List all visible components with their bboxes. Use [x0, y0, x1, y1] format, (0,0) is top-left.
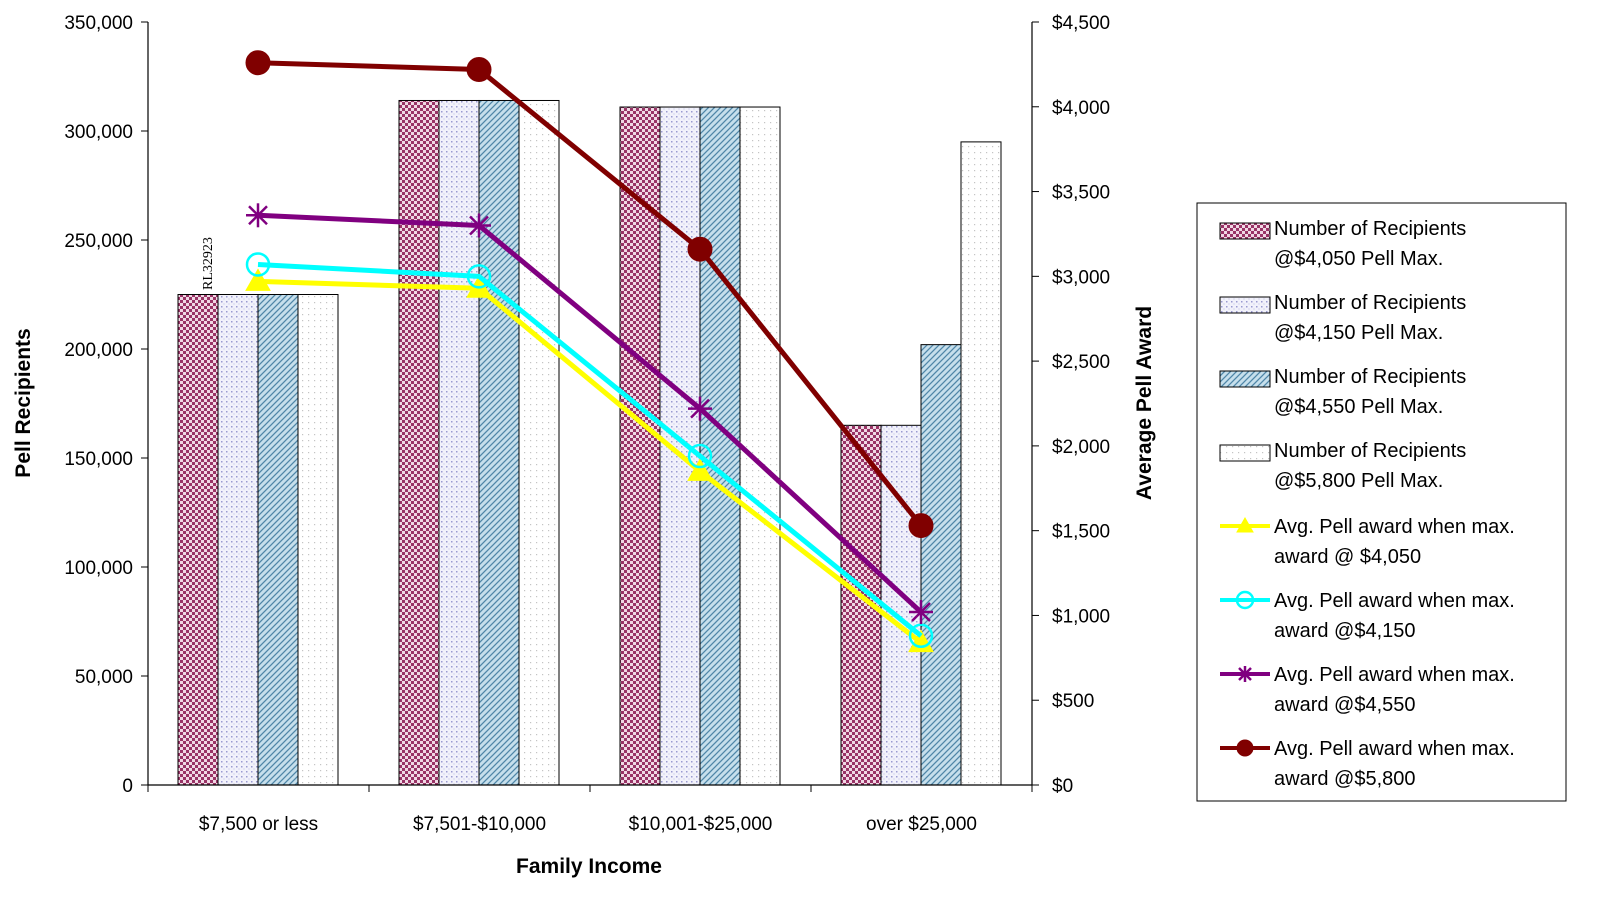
legend-sublabel-line-4: award @$5,800	[1274, 768, 1416, 790]
y-tick-label: 50,000	[75, 667, 133, 688]
bar-s2-c2	[438, 99, 480, 786]
legend-label-bar-2: Number of Recipients	[1274, 292, 1466, 314]
x-axis-title: Family Income	[516, 855, 662, 878]
x-tick-label: $7,500 or less	[199, 814, 318, 835]
star-stroke	[248, 205, 268, 226]
bar-s2-c1	[217, 294, 259, 786]
star-stroke	[1238, 667, 1252, 681]
axes-layer: 0 50,000 100,000 150,000 200,000 250,000 300,0…	[64, 13, 1110, 835]
legend-label-line-3: Avg. Pell award when max.	[1274, 664, 1515, 686]
legend: Number of Recipients @$4,050 Pell Max. Num…	[1196, 202, 1567, 802]
legend-label-line-1: Avg. Pell award when max.	[1274, 516, 1515, 538]
line-series-1	[257, 278, 923, 645]
bars-layer	[177, 99, 1002, 786]
bar-s4-c1	[297, 294, 339, 786]
y2-tick-label: $4,000	[1052, 98, 1110, 119]
point-s4-c4	[908, 513, 934, 539]
bar-s4-c4	[960, 141, 1002, 786]
y2-tick-label: $4,500	[1052, 13, 1110, 34]
legend-sublabel-line-2: award @$4,150	[1274, 620, 1416, 642]
legend-marker-3	[1237, 666, 1253, 682]
bar-s1-c1	[177, 294, 219, 786]
point-s3-c3	[688, 396, 712, 421]
point-s3-c2	[467, 213, 491, 238]
legend-swatch-bar-4	[1219, 444, 1271, 462]
point-s4-c2	[466, 56, 492, 82]
point-s2-c4	[908, 623, 934, 649]
star-stroke	[690, 398, 710, 419]
y-tick-label: 250,000	[64, 231, 133, 252]
legend-label-bar-4: Number of Recipients	[1274, 440, 1466, 462]
bar-s4-c3	[739, 106, 781, 786]
y2-axis-title: Average Pell Award	[1133, 306, 1156, 500]
point-s1-c3	[687, 458, 713, 481]
legend-sublabel-bar-1: @$4,050 Pell Max.	[1274, 248, 1443, 270]
y-tick-label: 350,000	[64, 13, 133, 34]
x-tick-label: $7,501-$10,000	[413, 814, 546, 835]
point-s2-c2	[466, 264, 492, 289]
y-tick-label: 100,000	[64, 558, 133, 579]
bar-s3-c1	[257, 294, 299, 786]
bar-s3-c2	[478, 99, 520, 786]
y2-tick-label: $0	[1052, 776, 1073, 797]
y-axis-title: Pell Recipients	[12, 328, 35, 477]
x-tick-label: over $25,000	[866, 814, 977, 835]
point-s2-c1	[245, 252, 271, 277]
legend-label-line-2: Avg. Pell award when max.	[1274, 590, 1515, 612]
legend-label-bar-3: Number of Recipients	[1274, 366, 1466, 388]
point-s2-c3	[687, 443, 713, 469]
lines-layer	[245, 50, 934, 653]
legend-swatch-bar-2	[1219, 296, 1271, 314]
bar-s1-c2	[398, 99, 440, 786]
y2-tick-label: $1,500	[1052, 522, 1110, 543]
x-tick-label: $10,001-$25,000	[629, 814, 773, 835]
legend-sublabel-line-1: award @ $4,050	[1274, 546, 1421, 568]
y-tick-label: 200,000	[64, 340, 133, 361]
star-stroke	[469, 215, 489, 236]
legend-label-bar-1: Number of Recipients	[1274, 218, 1466, 240]
legend-sublabel-bar-3: @$4,550 Pell Max.	[1274, 396, 1443, 418]
y-tick-label: 150,000	[64, 449, 133, 470]
legend-marker-1	[1236, 516, 1254, 533]
y2-tick-label: $1,000	[1052, 606, 1110, 627]
point-s3-c1	[246, 203, 270, 228]
point-s4-c3	[687, 236, 713, 262]
y-tick-label: 0	[122, 776, 133, 797]
point-s1-c1	[245, 268, 271, 291]
watermark-label: RL32923	[201, 237, 216, 290]
bar-s4-c2	[518, 99, 560, 786]
y2-tick-label: $3,000	[1052, 267, 1110, 288]
legend-label-line-4: Avg. Pell award when max.	[1274, 738, 1515, 760]
line-series-3	[257, 212, 923, 614]
legend-swatch-bar-3	[1219, 370, 1271, 388]
line-series-4	[257, 60, 923, 528]
point-s4-c1	[245, 50, 271, 76]
legend-marker-2	[1235, 590, 1255, 610]
point-s3-c4	[909, 600, 933, 625]
y2-tick-label: $2,000	[1052, 437, 1110, 458]
bar-s1-c3	[619, 106, 661, 786]
legend-sublabel-line-3: award @$4,550	[1274, 694, 1416, 716]
legend-sublabel-bar-4: @$5,800 Pell Max.	[1274, 470, 1443, 492]
line-series-2	[257, 261, 923, 638]
y2-tick-label: $500	[1052, 691, 1094, 712]
legend-swatch-bar-1	[1219, 222, 1271, 240]
y2-tick-label: $2,500	[1052, 352, 1110, 373]
star-stroke	[911, 602, 931, 622]
y-tick-label: 300,000	[64, 122, 133, 143]
y2-tick-label: $3,500	[1052, 183, 1110, 204]
bar-s3-c4	[920, 344, 962, 786]
legend-marker-4	[1236, 739, 1254, 757]
legend-sublabel-bar-2: @$4,150 Pell Max.	[1274, 322, 1443, 344]
